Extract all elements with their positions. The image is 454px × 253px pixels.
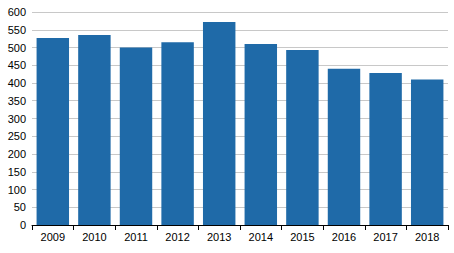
svg-text:2014: 2014 [249, 231, 273, 243]
svg-text:450: 450 [8, 59, 26, 71]
svg-text:500: 500 [8, 42, 26, 54]
svg-text:2016: 2016 [332, 231, 356, 243]
svg-text:2013: 2013 [207, 231, 231, 243]
svg-text:600: 600 [8, 6, 26, 18]
svg-text:2012: 2012 [165, 231, 189, 243]
svg-text:550: 550 [8, 24, 26, 36]
svg-text:100: 100 [8, 184, 26, 196]
svg-text:200: 200 [8, 148, 26, 160]
svg-text:300: 300 [8, 113, 26, 125]
svg-text:2015: 2015 [290, 231, 314, 243]
svg-text:250: 250 [8, 130, 26, 142]
svg-text:0: 0 [20, 219, 26, 231]
svg-text:2017: 2017 [373, 231, 397, 243]
svg-text:50: 50 [14, 201, 26, 213]
svg-text:2018: 2018 [415, 231, 439, 243]
svg-text:350: 350 [8, 95, 26, 107]
svg-text:2011: 2011 [124, 231, 148, 243]
svg-text:150: 150 [8, 166, 26, 178]
svg-text:2009: 2009 [41, 231, 65, 243]
svg-text:400: 400 [8, 77, 26, 89]
svg-text:2010: 2010 [82, 231, 106, 243]
